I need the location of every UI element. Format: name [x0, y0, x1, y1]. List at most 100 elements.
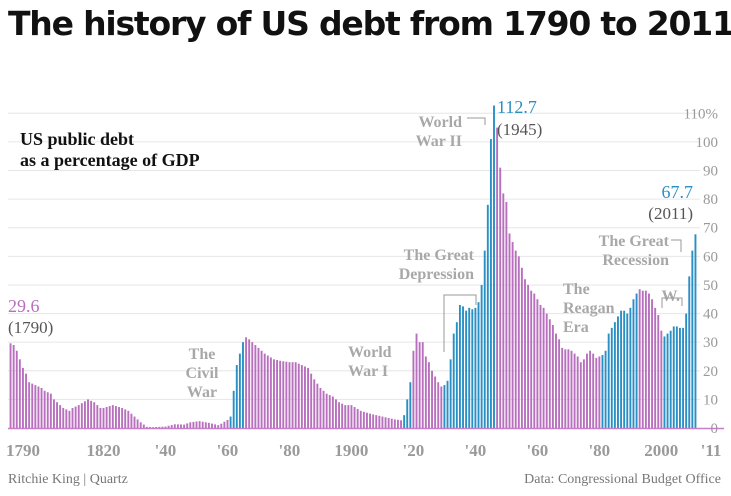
bar-1964	[549, 319, 551, 428]
bar-1811	[75, 407, 77, 428]
bar-1956	[524, 279, 526, 428]
bar-1913	[391, 419, 393, 428]
bar-1843	[174, 424, 176, 428]
bar-1817	[93, 402, 95, 428]
bar-1892	[326, 394, 328, 428]
bar-1995	[645, 291, 647, 428]
annotation-label: Era	[563, 319, 589, 336]
bar-1961	[540, 305, 542, 428]
bar-1967	[558, 339, 560, 428]
bar-1829	[130, 414, 132, 428]
bar-1901	[354, 407, 356, 428]
bar-1939	[471, 309, 473, 428]
bar-1920	[412, 351, 414, 428]
bar-1866	[245, 337, 247, 428]
bar-1980	[598, 356, 600, 428]
annotation-label: The	[189, 346, 216, 363]
x-tick-label: 2000	[644, 441, 678, 460]
bar-1997	[651, 299, 653, 428]
bar-1925	[428, 362, 430, 428]
peak-year-label: (2011)	[648, 204, 693, 223]
annotation-label: World	[348, 344, 392, 361]
bar-1858	[220, 424, 222, 428]
bar-1807	[62, 408, 64, 428]
bar-1805	[56, 402, 58, 428]
bar-1981	[602, 355, 604, 428]
bar-1887	[310, 374, 312, 428]
peak-value-label: 29.6	[8, 296, 40, 316]
bar-1918	[406, 399, 408, 428]
bar-2008	[685, 314, 687, 428]
bar-1871	[261, 351, 263, 428]
bar-1944	[487, 205, 489, 428]
bar-2005	[676, 326, 678, 428]
bar-1902	[357, 409, 359, 428]
bar-1874	[270, 357, 272, 428]
bar-1914	[394, 419, 396, 428]
bar-2004	[673, 326, 675, 428]
bar-1813	[81, 403, 83, 428]
bar-1971	[571, 351, 573, 428]
annotation-label: The Great	[404, 247, 475, 264]
bar-1809	[68, 411, 70, 428]
bar-1818	[96, 405, 98, 428]
bar-1842	[171, 425, 173, 428]
bar-1960	[536, 299, 538, 428]
bar-1816	[90, 401, 92, 428]
bar-1923	[422, 342, 424, 428]
annotation-label: W.	[661, 288, 680, 305]
bar-1951	[509, 233, 511, 428]
bar-1865	[242, 342, 244, 428]
bar-1823	[112, 405, 114, 428]
bar-1963	[546, 314, 548, 428]
bar-1996	[648, 294, 650, 428]
bar-1999	[657, 315, 659, 428]
bar-1950	[505, 202, 507, 428]
source-text: Data: Congressional Budget Office	[524, 472, 721, 488]
bar-1803	[50, 394, 52, 428]
bar-2006	[679, 328, 681, 428]
bar-1878	[282, 361, 284, 428]
bar-1798	[34, 385, 36, 428]
bar-1942	[481, 285, 483, 428]
bar-1988	[623, 311, 625, 428]
bar-1945	[490, 139, 492, 428]
credit-text: Ritchie King | Quartz	[8, 472, 128, 488]
bar-1974	[580, 362, 582, 428]
bar-1987	[620, 311, 622, 428]
peak-year-label: (1790)	[8, 318, 53, 337]
bar-1978	[592, 354, 594, 428]
bar-1921	[416, 334, 418, 428]
bar-2010	[691, 251, 693, 428]
bar-1977	[589, 351, 591, 428]
annotation-label: The	[563, 281, 590, 298]
peak-value-label: 112.7	[497, 97, 537, 117]
bar-1860	[227, 420, 229, 428]
bar-1975	[583, 359, 585, 428]
bar-1955	[521, 268, 523, 428]
bar-1926	[431, 371, 433, 428]
bar-1927	[434, 377, 436, 428]
bar-1905	[366, 413, 368, 428]
bar-1841	[168, 426, 170, 428]
bar-1882	[295, 362, 297, 428]
bar-1916	[400, 420, 402, 428]
bar-1827	[124, 409, 126, 428]
bar-1972	[574, 354, 576, 428]
bar-1994	[642, 291, 644, 428]
bar-1826	[121, 408, 123, 428]
bar-1949	[502, 193, 504, 428]
bar-1885	[304, 366, 306, 428]
annotation-bracket	[467, 118, 485, 125]
bar-1815	[87, 399, 89, 428]
bar-1814	[84, 401, 86, 428]
bar-1824	[115, 406, 117, 428]
bar-1947	[496, 128, 498, 428]
bar-1890	[320, 388, 322, 428]
bar-1791	[13, 345, 15, 428]
bar-1908	[375, 415, 377, 428]
annotation-bracket	[671, 240, 681, 252]
x-tick-label: '11	[701, 441, 722, 460]
bar-1957	[527, 285, 529, 428]
bar-1861	[230, 417, 232, 428]
